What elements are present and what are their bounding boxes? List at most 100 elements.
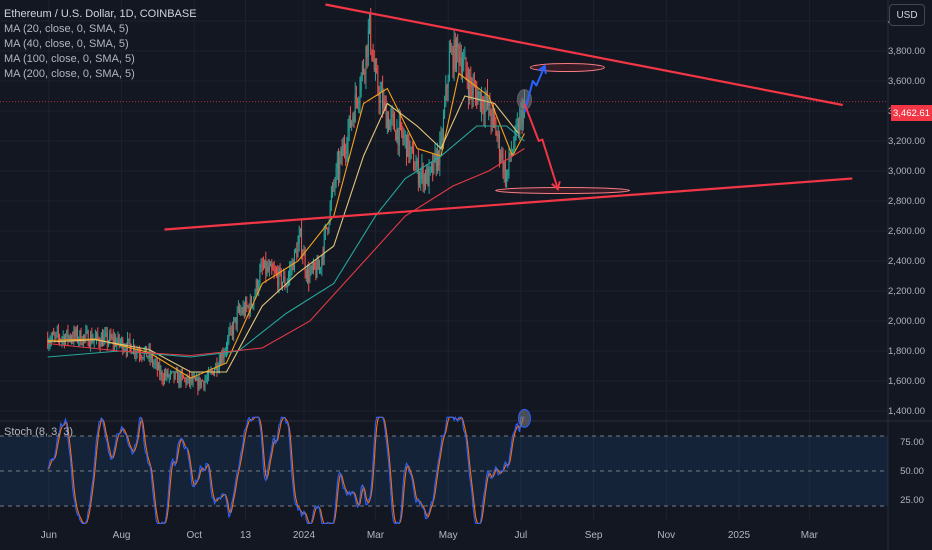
candle-body [208, 371, 210, 378]
candle-body [291, 261, 293, 270]
forecast-down-arrow [523, 103, 559, 190]
candle-body [189, 375, 190, 383]
candle-body [363, 65, 364, 72]
candle-body [206, 377, 208, 380]
candle-body [143, 350, 145, 358]
candle-body [54, 334, 56, 336]
candle-body [466, 72, 468, 82]
candle-body [507, 169, 509, 177]
candle-body [231, 328, 233, 335]
candle-body [191, 377, 193, 383]
y-tick-label: 2,600.00 [888, 226, 925, 237]
lower-target-ellipse [495, 187, 631, 194]
candle-body [184, 378, 186, 380]
candle-body [243, 306, 245, 315]
candle-body [375, 68, 376, 71]
candle-body [115, 338, 117, 347]
candle-body [109, 334, 111, 342]
price-pane[interactable] [0, 3, 888, 396]
candle-body [210, 370, 212, 372]
candle-body [431, 163, 432, 168]
candle-body [196, 378, 198, 381]
candle-body [204, 380, 206, 387]
currency-button[interactable]: USD [889, 4, 925, 26]
candle-body [292, 261, 294, 271]
candle-body [301, 228, 303, 255]
candle-body [277, 273, 279, 287]
candle-body [500, 156, 502, 159]
y-tick-label: 1,600.00 [888, 376, 925, 387]
stoch-pane[interactable] [0, 408, 888, 525]
candle-body [248, 306, 250, 314]
candle-body [233, 320, 235, 335]
candle-body [181, 372, 183, 376]
candle-body [380, 89, 382, 92]
candle-body [385, 103, 387, 129]
candle-body [50, 337, 52, 342]
candle-body [266, 266, 268, 275]
candle-body [428, 168, 430, 186]
candle-body [169, 372, 171, 376]
candle-body [229, 327, 231, 334]
candle-body [314, 262, 316, 269]
candle-body [410, 146, 412, 149]
candle-body [125, 348, 127, 352]
candle-body [282, 281, 283, 286]
forecast-up-arrow-head [537, 64, 547, 75]
candle-body [330, 194, 332, 204]
candle-body [142, 357, 144, 359]
candle-body [390, 115, 392, 121]
candle-body [318, 267, 320, 270]
x-tick-label: Nov [657, 530, 675, 541]
candle-body [111, 336, 113, 339]
ma-line [47, 95, 519, 373]
candle-body [251, 299, 252, 305]
legend-ma-200: MA (200, close, 0, SMA, 5) [4, 68, 135, 80]
candle-body [401, 122, 403, 134]
candle-body [414, 169, 416, 171]
candle-body [56, 331, 58, 334]
candle-body [372, 59, 374, 60]
candle-body [450, 52, 452, 53]
candle-body [257, 280, 258, 291]
candle-body [205, 379, 207, 381]
candle-body [156, 361, 158, 371]
candle-body [391, 114, 393, 116]
y-tick-label: 2,400.00 [888, 256, 925, 267]
candle-body [296, 250, 298, 258]
candle-body [389, 120, 391, 130]
candle-body [493, 109, 494, 115]
candle-body [446, 85, 448, 89]
x-tick-label: Aug [113, 530, 131, 541]
y-tick-label: 3,800.00 [888, 46, 925, 57]
candle-body [212, 371, 214, 376]
candle-body [382, 89, 384, 109]
candle-body [317, 260, 319, 270]
candle-body [305, 271, 307, 278]
candle-body [339, 158, 341, 175]
candle-body [416, 160, 418, 167]
candle-body [349, 115, 351, 127]
candle-body [193, 377, 195, 379]
candle-body [175, 371, 177, 373]
candle-body [420, 172, 422, 179]
candle-body [161, 371, 163, 380]
candle-body [463, 59, 465, 67]
candle-body [514, 128, 516, 147]
candle-body [464, 57, 466, 60]
candle-body [338, 160, 339, 175]
candle-body [121, 339, 123, 343]
candle-body [117, 335, 119, 342]
candle-body [404, 134, 406, 137]
candle-body [236, 311, 238, 325]
candle-body [190, 377, 192, 383]
candle-body [123, 348, 125, 352]
candle-body [179, 373, 181, 384]
candle-body [508, 153, 510, 170]
candle-body [439, 140, 441, 166]
candle-body [147, 356, 149, 358]
candle-body [259, 271, 261, 286]
candle-body [200, 380, 202, 387]
candle-body [370, 13, 372, 50]
